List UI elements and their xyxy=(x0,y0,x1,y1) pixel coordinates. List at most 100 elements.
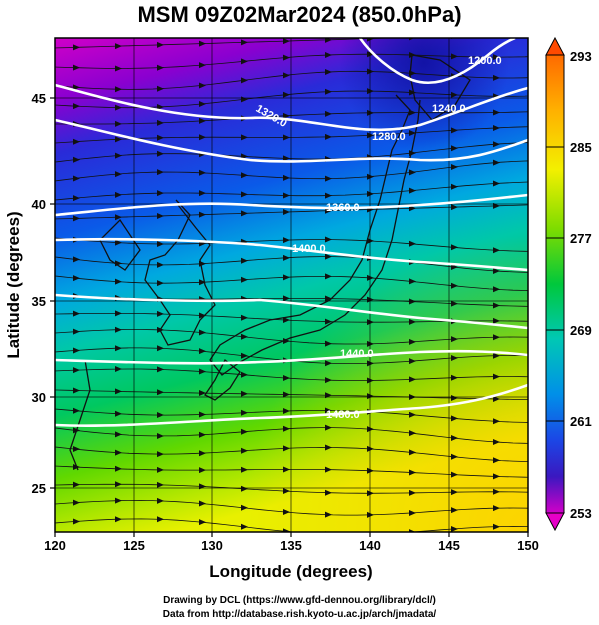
streamline-arrow xyxy=(409,298,416,305)
streamline-arrow xyxy=(157,280,164,287)
colorbar-tick-label: 261 xyxy=(570,414,592,429)
streamline-arrow xyxy=(493,438,500,445)
streamline-arrow xyxy=(493,488,500,495)
streamline-arrow xyxy=(283,91,290,98)
axis-ticks xyxy=(50,97,529,537)
streamline-arrow xyxy=(157,212,164,219)
streamline-arrow xyxy=(199,40,206,47)
x-tick-label: 125 xyxy=(123,538,145,553)
streamline-arrow xyxy=(283,408,290,415)
streamline-arrow xyxy=(451,244,458,251)
streamline-arrow xyxy=(451,53,458,60)
streamline-arrow xyxy=(283,72,290,79)
streamline-arrow xyxy=(325,295,332,302)
y-tick-labels: 25 30 35 40 45 xyxy=(32,91,46,496)
streamline-arrow xyxy=(367,109,374,116)
streamline-arrow xyxy=(73,138,80,145)
streamline-arrow xyxy=(241,58,248,65)
streamline-arrow xyxy=(283,317,290,324)
streamline-arrow xyxy=(325,192,332,199)
streamline-arrow xyxy=(241,447,248,454)
contour-label-1440: 1440.0 xyxy=(340,348,374,360)
streamline-arrow xyxy=(367,445,374,452)
streamline-arrow xyxy=(367,377,374,384)
streamline-arrow xyxy=(493,395,500,402)
streamline-arrow xyxy=(493,180,500,187)
streamline-arrow xyxy=(157,345,164,352)
streamline-arrow xyxy=(241,504,248,511)
streamline-arrow xyxy=(409,411,416,418)
streamline-arrow xyxy=(157,119,164,126)
streamline-arrow xyxy=(325,360,332,367)
x-tick-label: 145 xyxy=(438,538,460,553)
streamline-arrow xyxy=(115,465,122,472)
streamline-arrow xyxy=(115,410,122,417)
streamline-arrow xyxy=(451,164,458,171)
streamline-arrow xyxy=(73,256,80,263)
streamline-arrow xyxy=(157,169,164,176)
streamline-arrow xyxy=(241,276,248,283)
y-tick-label: 30 xyxy=(32,390,46,405)
streamline-arrow xyxy=(493,74,500,81)
streamline-arrow xyxy=(115,152,122,159)
streamline-arrow xyxy=(283,155,290,162)
streamline-arrow xyxy=(325,466,332,473)
streamline-arrow xyxy=(73,215,80,222)
streamline-arrow xyxy=(325,236,332,243)
streamline-arrow xyxy=(283,391,290,398)
streamline-arrow xyxy=(367,132,374,139)
streamline-arrow xyxy=(199,82,206,89)
streamline-arrow xyxy=(73,328,80,335)
streamline-arrow xyxy=(199,169,206,176)
colorbar-tick-label: 277 xyxy=(570,231,592,246)
y-tick-label: 45 xyxy=(32,91,46,106)
streamline-arrow xyxy=(283,295,290,302)
x-tick-label: 135 xyxy=(280,538,302,553)
streamline-arrow xyxy=(283,337,290,344)
x-tick-label: 120 xyxy=(44,538,66,553)
contour-label-1280: 1280.0 xyxy=(372,131,406,143)
streamline-arrow xyxy=(157,150,164,157)
colorbar-tick-label: 269 xyxy=(570,323,592,338)
streamline-arrow xyxy=(157,190,164,197)
streamline-arrow xyxy=(325,253,332,260)
streamline-arrow xyxy=(199,368,206,375)
streamline-arrow xyxy=(157,240,164,247)
streamline-arrow xyxy=(367,360,374,367)
streamline-arrow xyxy=(157,310,164,317)
streamline-arrow xyxy=(283,254,290,261)
streamline-arrow xyxy=(367,190,374,197)
streamline-arrow xyxy=(493,352,500,359)
streamline-arrow xyxy=(115,431,122,438)
streamline-arrow xyxy=(451,374,458,381)
streamline-arrow xyxy=(199,100,206,107)
colorbar-tick-label: 253 xyxy=(570,506,592,521)
streamline-arrow xyxy=(493,32,500,38)
streamline-arrow xyxy=(157,85,164,92)
streamline-arrow xyxy=(325,38,332,43)
streamline-arrow xyxy=(73,44,80,51)
streamline-arrow xyxy=(241,371,248,378)
streamline-arrow xyxy=(409,449,416,456)
streamline-arrow xyxy=(199,431,206,438)
streamline-arrow xyxy=(367,467,374,474)
streamline-arrow xyxy=(157,103,164,110)
streamline-arrow xyxy=(451,127,458,134)
streamline-arrow xyxy=(367,173,374,180)
streamline-arrow xyxy=(493,302,500,309)
streamline-arrow xyxy=(493,334,500,341)
streamline-arrow xyxy=(241,191,248,198)
streamline-arrow xyxy=(115,191,122,198)
colorbar-upper-arrow xyxy=(545,36,565,56)
streamline-arrow xyxy=(283,508,290,515)
y-tick-label: 25 xyxy=(32,481,46,496)
streamline-arrow xyxy=(367,88,374,95)
contour-label-1400: 1400.0 xyxy=(292,243,326,255)
streamline-arrow xyxy=(115,516,122,523)
streamline-arrow xyxy=(199,312,206,319)
streamline-arrow xyxy=(325,340,332,347)
streamline-arrow xyxy=(115,171,122,178)
streamline-arrow xyxy=(199,467,206,474)
streamline-arrow xyxy=(493,418,500,425)
streamline-arrow xyxy=(241,466,248,473)
